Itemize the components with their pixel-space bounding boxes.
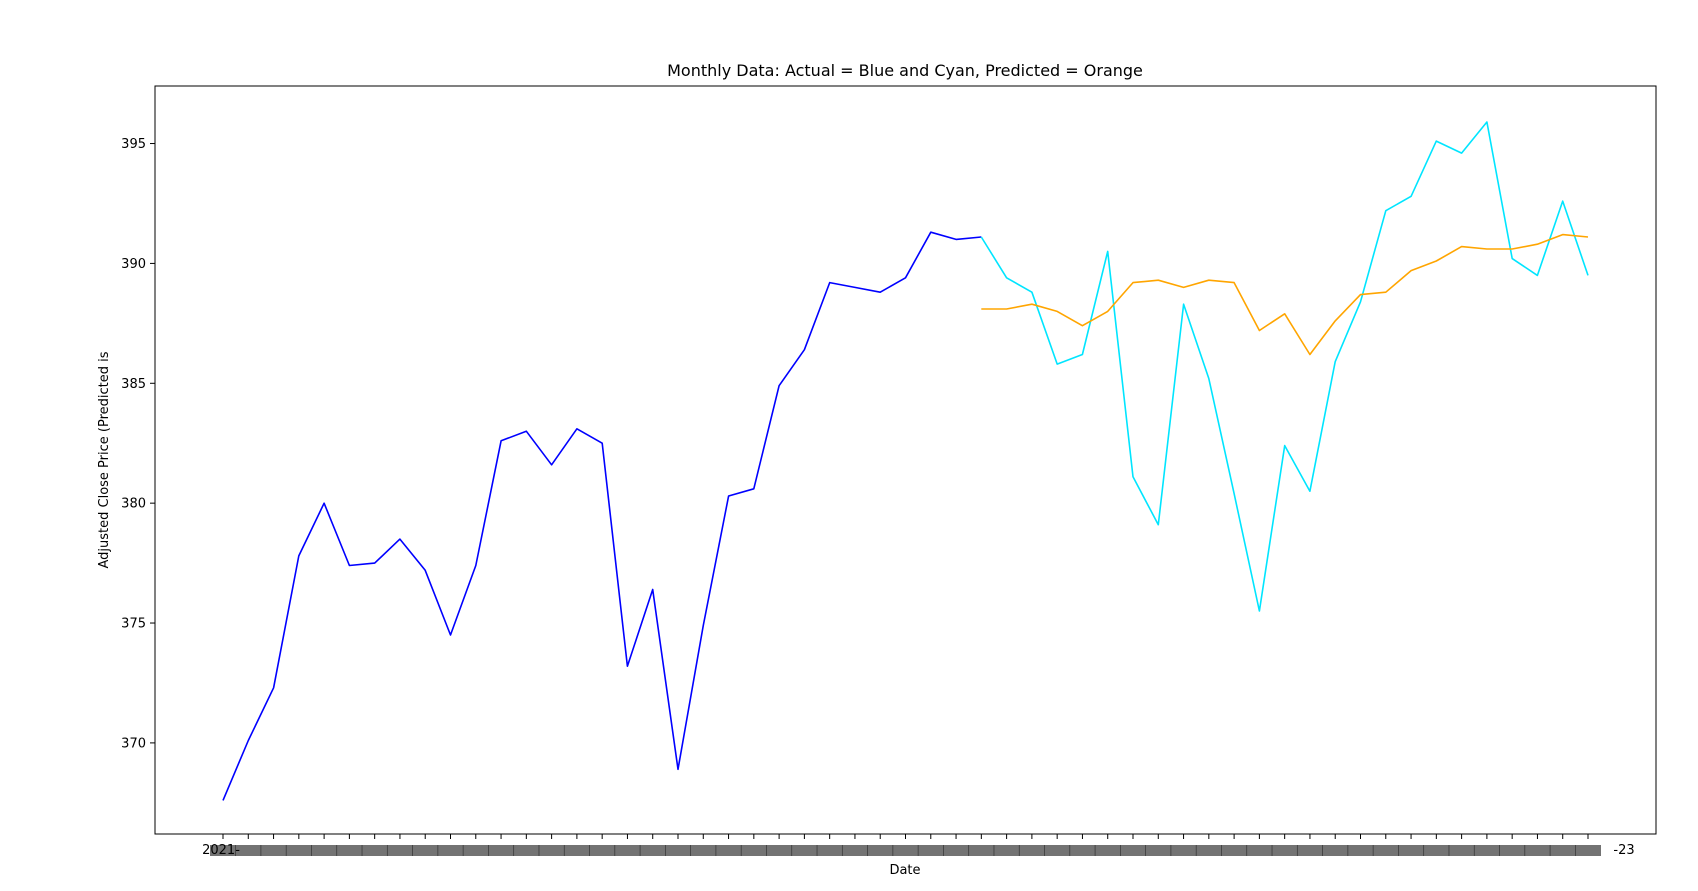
x-tick-label-overlap	[1271, 845, 1298, 856]
x-tick-label-overlap	[386, 845, 413, 856]
x-tick-label-overlap	[1347, 845, 1374, 856]
x-tick-label-overlap	[841, 845, 868, 856]
y-tick-label: 380	[121, 497, 146, 512]
x-tick-label-overlap	[1473, 845, 1500, 856]
x-tick-label-overlap	[791, 845, 818, 856]
x-tick-label-overlap	[361, 845, 388, 856]
x-tick-label-overlap	[1094, 845, 1121, 856]
x-tick-label-overlap	[1448, 845, 1475, 856]
x-tick-label-overlap	[917, 845, 944, 856]
x-tick-label-overlap	[1499, 845, 1526, 856]
x-tick-label-overlap	[690, 845, 717, 856]
x-tick-label-overlap	[1524, 845, 1551, 856]
x-tick-label-overlap	[1423, 845, 1450, 856]
x-tick-label-overlap	[1221, 845, 1248, 856]
y-axis-label: Adjusted Close Price (Predicted is	[97, 351, 112, 568]
x-tick-label-overlap	[311, 845, 338, 856]
x-tick-label-overlap	[892, 845, 919, 856]
x-tick-label-overlap	[336, 845, 363, 856]
y-axis: 370 375 380 385 390 395	[121, 137, 155, 751]
y-tick-label: 370	[121, 736, 146, 751]
series-line-2	[981, 233, 1589, 356]
x-tick-label-overlap	[1145, 845, 1172, 856]
x-tick-label-overlap	[1170, 845, 1197, 856]
x-tick-label-overlap	[816, 845, 843, 856]
x-tick-label-overlap	[235, 845, 262, 856]
x-tick-label-overlap	[614, 845, 641, 856]
x-axis: 2021--23	[202, 834, 1635, 858]
y-tick-label: 385	[121, 377, 146, 392]
series-line-0	[222, 231, 982, 801]
x-tick-label-overlap	[462, 845, 489, 856]
x-tick-label-overlap	[1398, 845, 1425, 856]
x-tick-label-overlap	[639, 845, 666, 856]
x-tick-label-overlap	[740, 845, 767, 856]
chart-title: Monthly Data: Actual = Blue and Cyan, Pr…	[667, 61, 1143, 80]
x-tick-label-overlap	[260, 845, 287, 856]
y-tick-label: 375	[121, 617, 146, 632]
series-lines	[222, 121, 1589, 801]
x-tick-label: -23	[1613, 843, 1634, 858]
x-tick-label-overlap	[412, 845, 439, 856]
x-tick-label-overlap	[1296, 845, 1323, 856]
x-tick-label-overlap	[1120, 845, 1146, 856]
x-tick-label-overlap	[1195, 845, 1222, 856]
x-tick-label-overlap	[968, 845, 995, 856]
x-tick-label-overlap	[665, 845, 691, 856]
x-tick-label-overlap	[1069, 845, 1096, 856]
x-tick-label-overlap	[1549, 845, 1576, 856]
x-tick-label-overlap	[1575, 845, 1601, 856]
x-tick-label-overlap	[210, 845, 236, 856]
x-tick-label-overlap	[285, 845, 312, 856]
x-tick-label-overlap	[1044, 845, 1071, 856]
x-tick-label-overlap	[1372, 845, 1399, 856]
x-tick-label-overlap	[766, 845, 793, 856]
x-tick-label-overlap	[513, 845, 540, 856]
x-tick-label-overlap	[538, 845, 565, 856]
x-tick-label-overlap	[437, 845, 464, 856]
x-tick-label-overlap	[563, 845, 590, 856]
x-tick-label-overlap	[993, 845, 1020, 856]
y-tick-label: 390	[121, 257, 146, 272]
x-axis-label: Date	[889, 863, 920, 878]
y-tick-label: 395	[121, 137, 146, 152]
x-tick-label-overlap	[589, 845, 616, 856]
x-tick-label-overlap	[1246, 845, 1273, 856]
x-tick-label-overlap	[488, 845, 515, 856]
x-tick-label-overlap	[715, 845, 742, 856]
series-line-1	[980, 121, 1589, 612]
x-tick-label-overlap	[1322, 845, 1349, 856]
x-tick-label-overlap	[1018, 845, 1045, 856]
x-tick-label-overlap	[943, 845, 970, 856]
x-tick-label-overlap	[867, 845, 894, 856]
